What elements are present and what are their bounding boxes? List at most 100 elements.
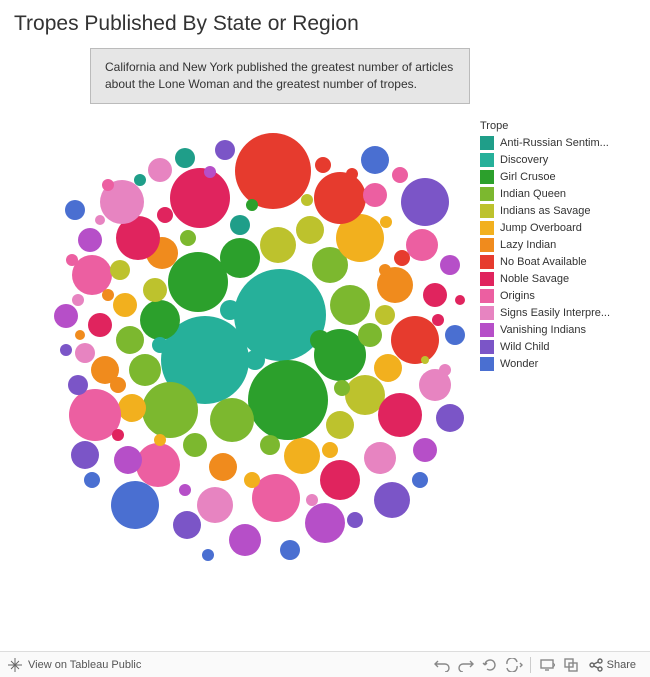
bubble[interactable] xyxy=(183,433,207,457)
bubble[interactable] xyxy=(110,260,130,280)
revert-button[interactable] xyxy=(478,655,502,675)
bubble[interactable] xyxy=(179,484,191,496)
legend-item[interactable]: Indians as Savage xyxy=(480,204,610,218)
bubble[interactable] xyxy=(78,228,102,252)
bubble[interactable] xyxy=(246,199,258,211)
bubble[interactable] xyxy=(412,472,428,488)
bubble[interactable] xyxy=(60,344,72,356)
bubble[interactable] xyxy=(116,326,144,354)
bubble[interactable] xyxy=(230,215,250,235)
bubble[interactable] xyxy=(423,283,447,307)
bubble[interactable] xyxy=(439,364,451,376)
bubble[interactable] xyxy=(71,441,99,469)
bubble[interactable] xyxy=(152,337,168,353)
bubble[interactable] xyxy=(391,316,439,364)
bubble[interactable] xyxy=(102,179,114,191)
bubble[interactable] xyxy=(301,194,313,206)
legend-item[interactable]: Signs Easily Interpre... xyxy=(480,306,610,320)
bubble[interactable] xyxy=(306,494,318,506)
bubble[interactable] xyxy=(363,183,387,207)
fullscreen-button[interactable] xyxy=(559,655,583,675)
bubble[interactable] xyxy=(401,178,449,226)
bubble[interactable] xyxy=(220,300,240,320)
bubble[interactable] xyxy=(421,356,429,364)
bubble[interactable] xyxy=(154,434,166,446)
bubble[interactable] xyxy=(215,140,235,160)
bubble[interactable] xyxy=(68,375,88,395)
refresh-button[interactable] xyxy=(502,655,526,675)
bubble[interactable] xyxy=(361,146,389,174)
bubble[interactable] xyxy=(136,443,180,487)
bubble[interactable] xyxy=(235,133,311,209)
bubble[interactable] xyxy=(320,460,360,500)
bubble[interactable] xyxy=(436,404,464,432)
bubble[interactable] xyxy=(111,481,159,529)
bubble[interactable] xyxy=(375,305,395,325)
bubble[interactable] xyxy=(102,289,114,301)
bubble[interactable] xyxy=(260,435,280,455)
legend-item[interactable]: Indian Queen xyxy=(480,187,610,201)
bubble[interactable] xyxy=(170,168,230,228)
bubble[interactable] xyxy=(95,215,105,225)
bubble[interactable] xyxy=(364,442,396,474)
bubble[interactable] xyxy=(315,157,331,173)
bubble[interactable] xyxy=(374,354,402,382)
bubble[interactable] xyxy=(413,438,437,462)
bubble[interactable] xyxy=(113,293,137,317)
bubble[interactable] xyxy=(248,360,328,440)
bubble[interactable] xyxy=(110,377,126,393)
bubble[interactable] xyxy=(346,168,358,180)
bubble[interactable] xyxy=(114,446,142,474)
share-button[interactable]: Share xyxy=(583,658,642,672)
bubble[interactable] xyxy=(379,264,391,276)
bubble[interactable] xyxy=(157,207,173,223)
view-on-tableau-link[interactable]: View on Tableau Public xyxy=(8,658,141,672)
bubble[interactable] xyxy=(394,250,410,266)
bubble[interactable] xyxy=(175,148,195,168)
legend-item[interactable]: Girl Crusoe xyxy=(480,170,610,184)
bubble[interactable] xyxy=(455,295,465,305)
bubble[interactable] xyxy=(180,230,196,246)
bubble[interactable] xyxy=(296,216,324,244)
bubble[interactable] xyxy=(245,350,265,370)
bubble[interactable] xyxy=(143,278,167,302)
bubble[interactable] xyxy=(358,323,382,347)
bubble[interactable] xyxy=(234,269,326,361)
legend-item[interactable]: No Boat Available xyxy=(480,255,610,269)
bubble[interactable] xyxy=(374,482,410,518)
bubble[interactable] xyxy=(378,393,422,437)
device-preview-button[interactable] xyxy=(535,655,559,675)
legend-item[interactable]: Wonder xyxy=(480,357,610,371)
bubble[interactable] xyxy=(118,394,146,422)
bubble[interactable] xyxy=(440,255,460,275)
legend-item[interactable]: Wild Child xyxy=(480,340,610,354)
bubble[interactable] xyxy=(84,472,100,488)
bubble[interactable] xyxy=(75,330,85,340)
undo-button[interactable] xyxy=(430,655,454,675)
bubble[interactable] xyxy=(112,429,124,441)
bubble[interactable] xyxy=(168,252,228,312)
bubble-chart[interactable] xyxy=(30,110,470,570)
bubble[interactable] xyxy=(209,453,237,481)
bubble[interactable] xyxy=(406,229,438,261)
bubble[interactable] xyxy=(392,167,408,183)
bubble[interactable] xyxy=(284,438,320,474)
bubble[interactable] xyxy=(72,294,84,306)
bubble[interactable] xyxy=(54,304,78,328)
legend-item[interactable]: Jump Overboard xyxy=(480,221,610,235)
bubble[interactable] xyxy=(445,325,465,345)
bubble[interactable] xyxy=(148,158,172,182)
redo-button[interactable] xyxy=(454,655,478,675)
bubble[interactable] xyxy=(330,285,370,325)
bubble[interactable] xyxy=(380,216,392,228)
bubble[interactable] xyxy=(322,442,338,458)
legend-item[interactable]: Origins xyxy=(480,289,610,303)
bubble[interactable] xyxy=(134,174,146,186)
bubble[interactable] xyxy=(140,300,180,340)
bubble[interactable] xyxy=(173,511,201,539)
bubble[interactable] xyxy=(202,549,214,561)
bubble[interactable] xyxy=(326,411,354,439)
bubble[interactable] xyxy=(142,382,198,438)
bubble[interactable] xyxy=(314,172,366,224)
bubble[interactable] xyxy=(347,512,363,528)
